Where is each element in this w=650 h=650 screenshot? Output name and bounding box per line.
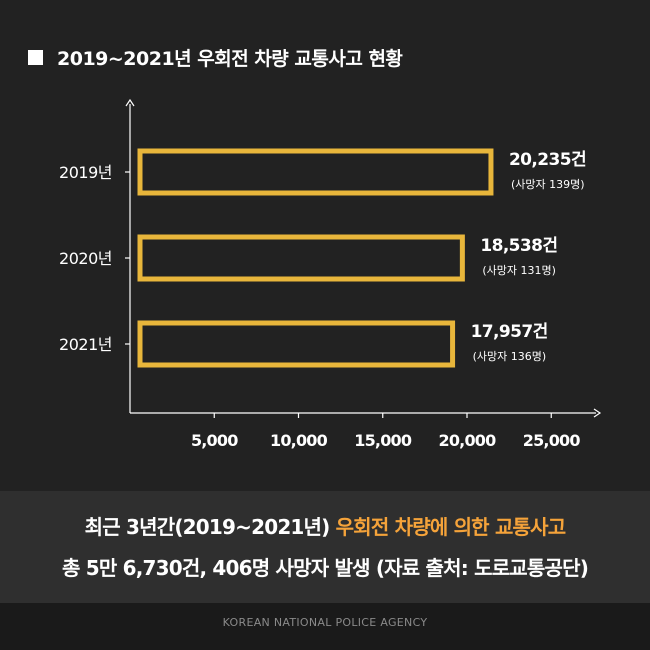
bar — [137, 320, 456, 368]
data-label: 18,538건 — [480, 236, 557, 256]
chart-title-text: 2019~2021년 우회전 차량 교통사고 현황 — [57, 48, 403, 70]
chart-title: 2019~2021년 우회전 차량 교통사고 현황 — [28, 44, 403, 71]
data-label: 17,957건 — [471, 322, 548, 342]
bar-chart: 5,000 10,000 15,000 20,000 25,000 2019년 20,235… — [59, 98, 602, 450]
summary-highlight: 우회전 차량에 의한 교통사고 — [335, 515, 567, 539]
y-tick-label: 2021년 — [59, 335, 112, 354]
data-sublabel: (사망자 131명) — [482, 264, 556, 277]
agency-footer: KOREAN NATIONAL POLICE AGENCY — [0, 603, 650, 650]
summary-line-1: 최근 3년간(2019~2021년) 우회전 차량에 의한 교통사고 — [0, 511, 650, 540]
x-tick-label: 10,000 — [270, 431, 328, 450]
bar — [137, 148, 494, 196]
summary-prefix: 최근 3년간(2019~2021년) — [84, 515, 336, 539]
y-tick-label: 2019년 — [59, 163, 112, 182]
summary-panel: 최근 3년간(2019~2021년) 우회전 차량에 의한 교통사고 총 5만 … — [0, 491, 650, 603]
y-tick-label: 2020년 — [59, 249, 112, 268]
data-sublabel: (사망자 139명) — [511, 178, 585, 191]
summary-line-2: 총 5만 6,730건, 406명 사망자 발생 (자료 출처: 도로교통공단) — [61, 556, 589, 580]
title-square-icon — [28, 50, 43, 65]
y-axis-arrow-icon — [125, 98, 135, 107]
x-tick-label: 15,000 — [354, 431, 412, 450]
x-axis-arrow-icon — [593, 408, 602, 418]
x-tick-label: 25,000 — [523, 431, 581, 450]
data-sublabel: (사망자 136명) — [473, 350, 547, 363]
x-tick-label: 20,000 — [439, 431, 497, 450]
data-label: 20,235건 — [509, 150, 586, 170]
x-tick-label: 5,000 — [191, 431, 238, 450]
bar — [137, 234, 465, 282]
